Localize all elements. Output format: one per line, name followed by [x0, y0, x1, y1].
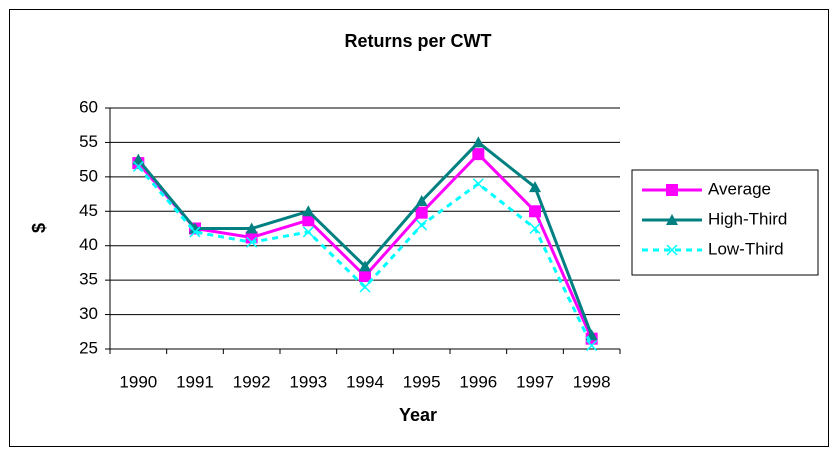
point	[359, 260, 371, 272]
point	[245, 222, 258, 234]
y-axis-title: $	[29, 223, 49, 233]
x-tick-label: 1993	[289, 372, 327, 391]
y-tick-label: 55	[79, 132, 98, 151]
point	[302, 205, 315, 217]
legend-label: Low-Third	[708, 239, 784, 258]
point	[472, 136, 485, 148]
point	[132, 153, 145, 165]
point	[189, 226, 201, 238]
point	[529, 181, 541, 193]
legend-marker	[666, 184, 678, 196]
point	[416, 219, 428, 231]
point	[189, 222, 201, 234]
legend-box	[631, 169, 819, 276]
y-tick-label: 50	[79, 166, 98, 185]
point	[472, 148, 485, 161]
legend-label: High-Third	[708, 209, 787, 228]
y-tick-label: 30	[79, 304, 98, 323]
x-axis-title: Year	[399, 405, 437, 425]
x-tick-label: 1994	[346, 372, 384, 391]
legend-marker	[666, 244, 678, 256]
x-tick-label: 1991	[176, 372, 214, 391]
x-tick-label: 1998	[573, 372, 611, 391]
point	[415, 206, 428, 219]
point	[415, 194, 428, 206]
y-tick-label: 25	[79, 338, 98, 357]
point	[359, 281, 371, 293]
point	[529, 205, 541, 218]
y-tick-label: 40	[79, 235, 98, 254]
x-tick-label: 1990	[119, 372, 157, 391]
y-tick-label: 45	[79, 201, 98, 220]
x-tick-label: 1995	[403, 372, 441, 391]
legend-marker	[666, 214, 678, 225]
legend-label: Average	[708, 179, 771, 198]
y-tick-label: 60	[79, 97, 98, 116]
point	[302, 214, 315, 227]
x-tick-label: 1997	[516, 372, 554, 391]
point	[472, 178, 484, 190]
point	[529, 222, 541, 235]
x-tick-label: 1996	[459, 372, 497, 391]
point	[246, 236, 258, 248]
y-tick-label: 35	[79, 270, 98, 289]
point	[302, 226, 314, 238]
chart-title: Returns per CWT	[344, 31, 491, 51]
point	[586, 340, 598, 352]
x-tick-label: 1992	[233, 372, 271, 391]
point	[132, 160, 144, 173]
point	[359, 270, 371, 283]
